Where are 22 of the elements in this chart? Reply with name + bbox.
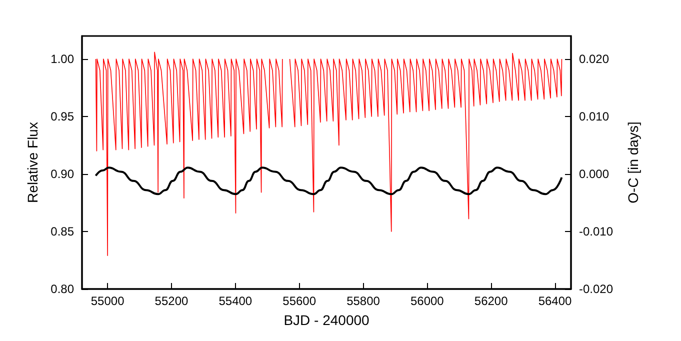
y2-axis-title: O-C [in days]	[625, 122, 641, 204]
y-tick-label: 0.90	[50, 167, 74, 181]
y-axis-title: Relative Flux	[24, 122, 41, 203]
y2-tick-label: -0.010	[579, 224, 614, 238]
x-tick-label: 55400	[218, 294, 252, 308]
line-series	[94, 166, 563, 196]
x-tick-label: 55000	[90, 294, 125, 308]
y-tick-label: 1.00	[50, 52, 74, 66]
y-tick-label: 0.85	[50, 224, 74, 238]
x-axis-title: BJD - 240000	[284, 312, 370, 328]
y2-tick-label: -0.020	[579, 282, 614, 296]
x-tick-label: 55600	[282, 294, 316, 308]
x-tick-label: 56000	[410, 294, 444, 308]
x-tick-label: 55200	[154, 294, 188, 308]
y2-tick-label: 0.010	[579, 110, 610, 124]
y2-tick-label: 0.020	[579, 52, 610, 66]
x-tick-label: 55800	[346, 294, 380, 308]
y2-tick-label: 0.000	[579, 167, 610, 181]
y-tick-label: 0.80	[50, 282, 74, 296]
y-tick-label: 0.95	[50, 110, 74, 124]
x-tick-label: 56400	[538, 294, 572, 308]
x-tick-label: 56200	[474, 294, 508, 308]
